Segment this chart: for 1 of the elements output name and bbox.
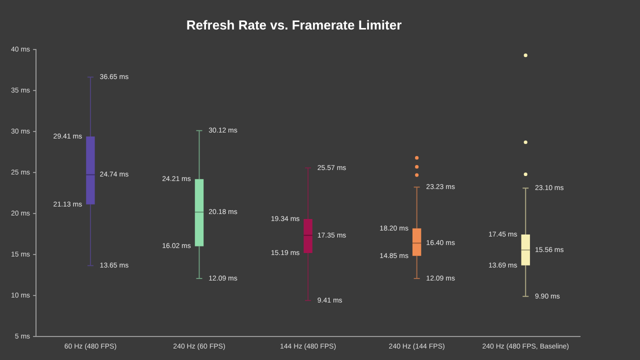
chart-title: Refresh Rate vs. Framerate Limiter: [186, 17, 402, 32]
